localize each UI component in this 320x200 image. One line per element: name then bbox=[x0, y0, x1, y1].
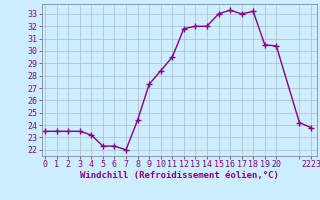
X-axis label: Windchill (Refroidissement éolien,°C): Windchill (Refroidissement éolien,°C) bbox=[80, 171, 279, 180]
